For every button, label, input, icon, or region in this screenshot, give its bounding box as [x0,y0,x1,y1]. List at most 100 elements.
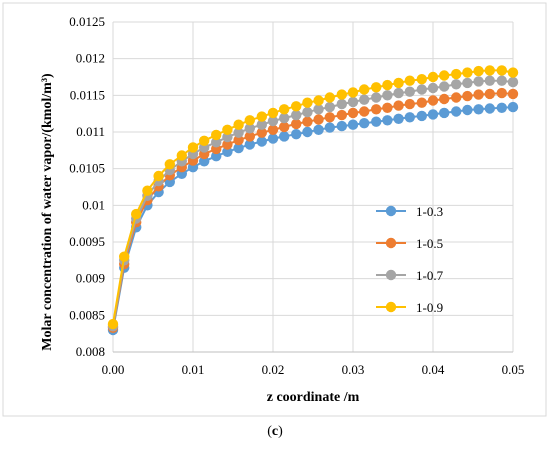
data-point [153,170,164,182]
data-point [359,84,370,95]
data-point [222,146,233,157]
data-point [291,109,302,121]
data-point [484,65,495,76]
data-point [324,92,335,103]
data-point [473,65,484,77]
data-point [324,101,335,113]
x-tick-label: 0.02 [262,362,285,377]
data-point [484,75,495,86]
data-point [359,106,370,117]
x-tick-label: 0.01 [182,362,205,377]
data-point [279,112,290,124]
data-point [451,106,462,117]
data-point [451,92,462,103]
legend-label: 1-0.9 [416,300,443,315]
data-point [267,107,279,119]
y-tick-label: 0.0085 [69,307,105,322]
caption-open-paren: ( [267,424,272,439]
x-axis-title: z coordinate /m [267,390,360,405]
y-tick-label: 0.0125 [69,14,105,29]
data-point [473,76,484,87]
data-point [496,65,507,76]
data-point [404,86,415,97]
data-point [462,77,473,89]
data-point [371,92,382,103]
data-point [416,84,427,95]
data-point [244,115,255,126]
legend: 1-0.3 1-0.5 1-0.7 1-0.9 [376,204,444,315]
y-tick-label: 0.01 [82,197,105,212]
data-point [451,79,462,90]
data-point [507,76,519,88]
data-point [382,115,393,126]
data-point [313,104,324,115]
data-point [302,107,313,118]
data-point [313,124,324,135]
data-point [393,87,404,99]
data-point [267,133,279,144]
data-point [371,116,382,127]
data-point [371,82,382,93]
data-point [462,67,473,78]
legend-entry: 1-0.3 [376,204,443,219]
data-point [336,89,347,100]
data-point [119,251,130,262]
x-tick-label: 0.05 [502,362,525,377]
y-tick-label: 0.0095 [69,234,105,249]
data-point [256,136,267,147]
data-point [496,75,507,86]
y-tick-label: 0.009 [76,271,105,286]
data-point [496,102,507,114]
data-point [256,127,267,138]
data-point [256,111,267,122]
legend-marker [385,269,397,281]
data-point [187,142,199,153]
data-point [427,71,439,83]
data-point [211,137,222,148]
data-point [427,95,439,106]
data-point [256,119,267,130]
legend-label: 1-0.7 [416,268,444,283]
data-point [347,119,359,130]
data-point [462,104,473,116]
data-point [244,123,255,134]
data-point [279,104,290,115]
legend-entry: 1-0.9 [376,300,443,315]
data-point [336,120,347,132]
x-tick-label: 0.04 [422,362,445,377]
legend-entry: 1-0.7 [376,268,444,283]
data-point [359,118,370,129]
data-point [267,115,279,127]
data-point [313,95,324,106]
data-series [107,65,519,336]
data-point [222,131,233,143]
data-point [222,124,233,135]
x-tick-label: 0.03 [342,362,365,377]
legend-entry: 1-0.5 [376,236,443,251]
x-tick-label: 0.00 [102,362,125,377]
data-point [427,109,439,120]
data-point [427,82,439,94]
data-point [439,93,450,105]
data-point [233,134,244,146]
data-point [393,100,404,111]
data-point [382,90,393,101]
data-point [176,150,187,161]
data-point [393,113,404,125]
data-point [507,101,519,113]
data-point [291,129,302,140]
caption-close-paren: ) [278,424,283,439]
data-point [473,104,484,115]
legend-marker [385,301,397,313]
data-point [496,87,507,99]
data-point [347,96,359,108]
data-point [507,88,519,100]
data-point [291,101,302,112]
data-point [507,67,519,78]
data-point [233,127,244,138]
data-point [267,124,279,135]
data-point [142,185,153,196]
chart: 0.008 0.0085 0.009 0.0095 0.01 0.0105 0.011 0.0… [2,2,547,417]
data-point [484,103,495,114]
